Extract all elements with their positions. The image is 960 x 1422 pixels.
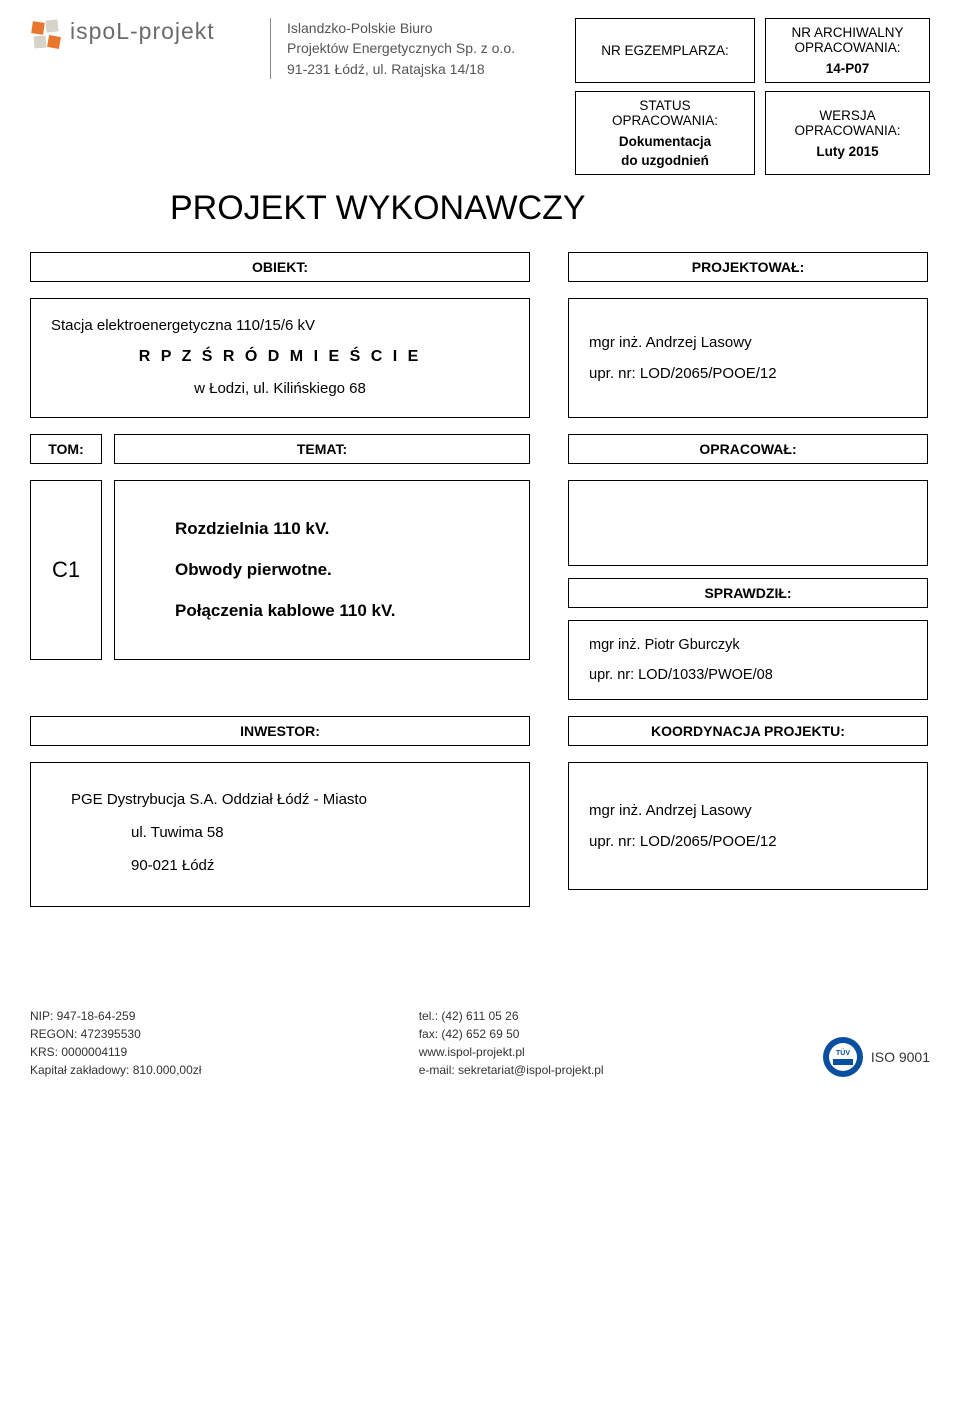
footer-email: e-mail: sekretariat@ispol-projekt.pl [419,1061,604,1079]
footer-kapital: Kapitał zakładowy: 810.000,00zł [30,1061,201,1079]
wersja-value: Luty 2015 [776,144,919,159]
main-title: PROJEKT WYKONAWCZY [170,189,930,228]
footer-col-left: NIP: 947-18-64-259 REGON: 472395530 KRS:… [30,1007,201,1079]
nr-egzemplarza-box: NR EGZEMPLARZA: [575,18,755,83]
footer-fax: fax: (42) 652 69 50 [419,1025,604,1043]
nr-archiwalny-box: NR ARCHIWALNY OPRACOWANIA: 14-P07 [765,18,930,83]
footer-col-mid: tel.: (42) 611 05 26 fax: (42) 652 69 50… [419,1007,604,1079]
koordynacja-box: mgr inż. Andrzej Lasowy upr. nr: LOD/206… [568,762,928,890]
nr-arch-value: 14-P07 [776,61,919,76]
tuv-badge-icon: TÜV [821,1035,865,1079]
temat-box: Rozdzielnia 110 kV. Obwody pierwotne. Po… [114,480,530,660]
koordynacja-upr: upr. nr: LOD/2065/POOE/12 [589,833,907,850]
iso-text: ISO 9001 [871,1049,930,1065]
logo-text: ispoL-projekt [70,18,215,45]
obiekt-line3: w Łodzi, ul. Kilińskiego 68 [51,380,509,397]
company-line2: Projektów Energetycznych Sp. z o.o. [287,38,540,58]
logo-block: ispoL-projekt [30,18,270,52]
status-label: STATUS OPRACOWANIA: [586,98,744,128]
koordynacja-name: mgr inż. Andrzej Lasowy [589,802,907,819]
footer: NIP: 947-18-64-259 REGON: 472395530 KRS:… [30,1007,930,1079]
status-value-l2: do uzgodnień [586,153,744,168]
sprawdzil-label: SPRAWDZIŁ: [568,578,928,608]
inwestor-l2: ul. Tuwima 58 [71,816,509,849]
opracowal-empty-box [568,480,928,566]
koordynacja-label: KOORDYNACJA PROJEKTU: [568,716,928,746]
projektowal-label: PROJEKTOWAŁ: [568,252,928,282]
obiekt-line2: R P Z Ś R Ó D M I E Ś C I E [51,348,509,366]
company-info: Islandzko-Polskie Biuro Projektów Energe… [270,18,540,79]
header: ispoL-projekt Islandzko-Polskie Biuro Pr… [30,18,930,175]
footer-tel: tel.: (42) 611 05 26 [419,1007,604,1025]
sprawdzil-name: mgr inż. Piotr Gburczyk [589,637,907,653]
inwestor-l1: PGE Dystrybucja S.A. Oddział Łódź - Mias… [71,783,509,816]
logo-icon [30,18,64,52]
temat-l1: Rozdzielnia 110 kV. [175,509,509,550]
obiekt-box: Stacja elektroenergetyczna 110/15/6 kV R… [30,298,530,418]
logo-text-1: ispoL [70,18,130,44]
temat-label: TEMAT: [114,434,530,464]
obiekt-label: OBIEKT: [30,252,530,282]
sprawdzil-upr: upr. nr: LOD/1033/PWOE/08 [589,667,907,683]
logo-text-2: projekt [139,18,215,44]
temat-l3: Połączenia kablowe 110 kV. [175,591,509,632]
projektowal-box: mgr inż. Andrzej Lasowy upr. nr: LOD/206… [568,298,928,418]
tom-label: TOM: [30,434,102,464]
company-line3: 91-231 Łódź, ul. Ratajska 14/18 [287,59,540,79]
inwestor-box: PGE Dystrybucja S.A. Oddział Łódź - Mias… [30,762,530,907]
obiekt-line1: Stacja elektroenergetyczna 110/15/6 kV [51,317,509,334]
sprawdzil-box: mgr inż. Piotr Gburczyk upr. nr: LOD/103… [568,620,928,700]
header-boxes: NR EGZEMPLARZA: NR ARCHIWALNY OPRACOWANI… [575,18,930,175]
temat-l2: Obwody pierwotne. [175,550,509,591]
nr-egz-label: NR EGZEMPLARZA: [586,43,744,58]
projektowal-upr: upr. nr: LOD/2065/POOE/12 [589,365,907,382]
svg-text:TÜV: TÜV [836,1048,850,1057]
status-value-l1: Dokumentacja [586,134,744,149]
footer-regon: REGON: 472395530 [30,1025,201,1043]
wersja-box: WERSJA OPRACOWANIA: Luty 2015 [765,91,930,175]
footer-krs: KRS: 0000004119 [30,1043,201,1061]
projektowal-name: mgr inż. Andrzej Lasowy [589,334,907,351]
company-line1: Islandzko-Polskie Biuro [287,18,540,38]
iso-block: TÜV ISO 9001 [821,1035,930,1079]
wersja-label: WERSJA OPRACOWANIA: [776,108,919,138]
inwestor-l3: 90-021 Łódź [71,849,509,882]
opracowal-label: OPRACOWAŁ: [568,434,928,464]
footer-www: www.ispol-projekt.pl [419,1043,604,1061]
nr-arch-label: NR ARCHIWALNY OPRACOWANIA: [776,25,919,55]
tom-value: C1 [30,480,102,660]
status-box: STATUS OPRACOWANIA: Dokumentacja do uzgo… [575,91,755,175]
footer-nip: NIP: 947-18-64-259 [30,1007,201,1025]
inwestor-label: INWESTOR: [30,716,530,746]
